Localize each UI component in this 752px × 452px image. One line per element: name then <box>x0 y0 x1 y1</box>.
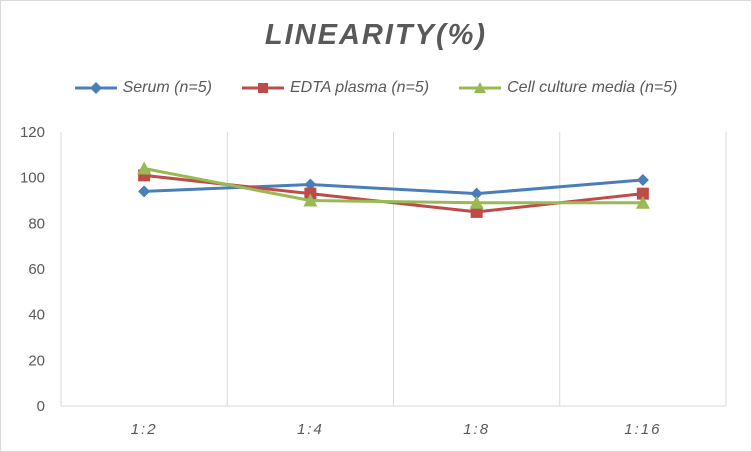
legend-item-edta-plasma: EDTA plasma (n=5) <box>241 79 430 97</box>
series-line <box>144 178 643 196</box>
legend-label-serum: Serum (n=5) <box>122 79 212 96</box>
x-tick-label: 1:4 <box>297 421 324 438</box>
x-tick-label: 1:8 <box>463 421 490 438</box>
data-point-diamond <box>470 187 483 200</box>
data-point-triangle <box>635 195 650 209</box>
legend-item-cell-culture-media: Cell culture media (n=5) <box>459 79 677 97</box>
legend-label-edta-plasma: EDTA plasma (n=5) <box>289 79 430 96</box>
data-point-diamond <box>636 173 649 186</box>
data-point-triangle <box>137 161 152 175</box>
series-line <box>143 167 643 205</box>
legend-marker-diamond <box>74 82 117 94</box>
legend-item-serum: Serum (n=5) <box>74 79 212 97</box>
data-point-triangle <box>303 193 318 207</box>
data-point-triangle <box>469 195 484 209</box>
x-tick-label: 1:2 <box>131 421 158 438</box>
y-tick-label: 100 <box>20 170 45 187</box>
data-point-square <box>636 187 649 200</box>
legend-marker-triangle <box>459 82 502 93</box>
y-tick-label: 80 <box>28 215 45 232</box>
y-tick-label: 120 <box>20 124 45 141</box>
data-point-square <box>470 205 483 218</box>
x-tick-label: 1:16 <box>624 421 661 438</box>
chart-title: LINEARITY(%) <box>264 19 488 51</box>
chart-legend: Serum (n=5) EDTA plasma (n=5) Cell cultu… <box>1 79 751 97</box>
legend-marker-square <box>241 83 284 93</box>
data-point-diamond <box>138 185 151 198</box>
legend-label-cell-culture-media: Cell culture media (n=5) <box>507 79 678 96</box>
y-tick-label: 40 <box>28 307 45 324</box>
data-point-diamond <box>304 178 317 191</box>
y-tick-label: 0 <box>37 398 45 415</box>
y-tick-label: 60 <box>28 261 45 278</box>
y-tick-label: 20 <box>28 352 45 369</box>
